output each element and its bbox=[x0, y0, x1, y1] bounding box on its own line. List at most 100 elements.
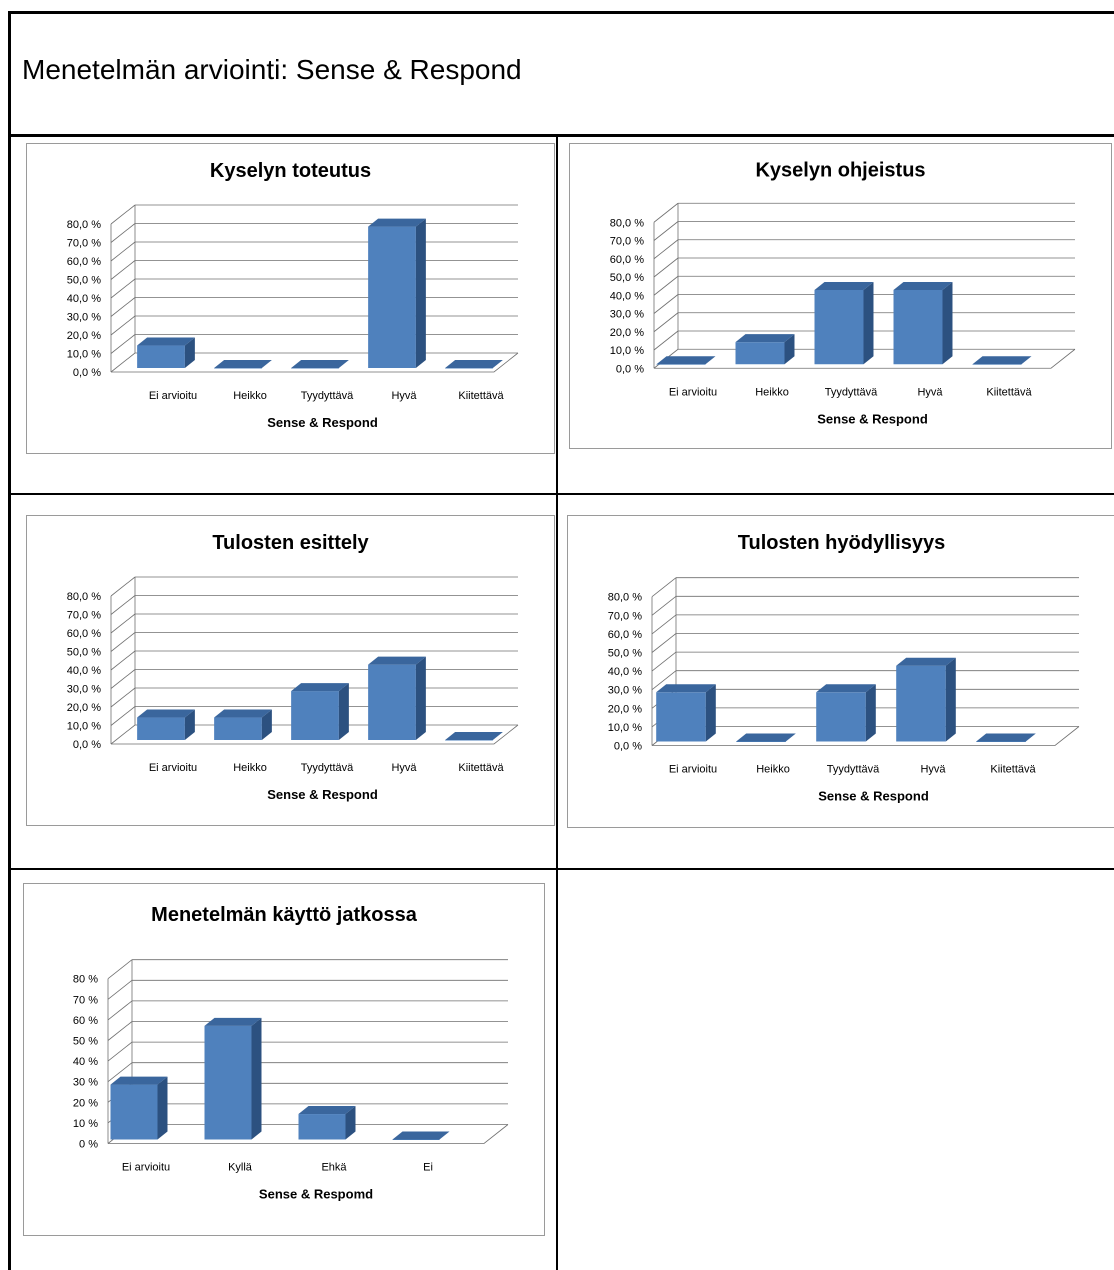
gridline-diagonal bbox=[110, 334, 136, 354]
bar-front bbox=[291, 368, 339, 369]
bar-front bbox=[392, 1139, 440, 1140]
y-tick-label: 70,0 % bbox=[67, 610, 101, 622]
y-tick-label: 30,0 % bbox=[67, 684, 101, 696]
x-tick-label: Tyydyttävä bbox=[825, 386, 878, 398]
bar-front bbox=[137, 345, 185, 368]
gridline-diagonal bbox=[110, 352, 136, 373]
bar-top bbox=[110, 1076, 168, 1085]
bar-front bbox=[816, 692, 866, 742]
bar-heikko bbox=[214, 709, 272, 740]
floor-outline bbox=[108, 1124, 509, 1144]
x-tick-label: Hyvä bbox=[920, 764, 946, 776]
x-tick-label: Heikko bbox=[233, 390, 267, 402]
gridline-diagonal bbox=[107, 1000, 133, 1021]
y-tick-label: 80,0 % bbox=[610, 217, 644, 229]
chart-title: Tulosten hyödyllisyys bbox=[738, 532, 945, 554]
bar-top bbox=[656, 356, 716, 365]
bar-front bbox=[814, 289, 864, 365]
y-tick-label: 80 % bbox=[73, 974, 98, 986]
chart-kyselyn-toteutus: Kyselyn toteutus 0,0 % 10,0 % 20,0 % 30,0 % 4… bbox=[26, 143, 555, 454]
y-tick-label: 30,0 % bbox=[67, 312, 101, 324]
bar-hyva bbox=[893, 281, 953, 365]
y-tick-label: 30,0 % bbox=[610, 309, 644, 321]
bar-side bbox=[184, 709, 195, 740]
y-tick-label: 0,0 % bbox=[73, 367, 101, 379]
bar-side bbox=[251, 1017, 262, 1140]
bar-side bbox=[784, 334, 795, 365]
y-tick-label: 10,0 % bbox=[608, 722, 642, 734]
chart-title: Tulosten esittely bbox=[212, 532, 369, 554]
x-tick-label: Ei arvioitu bbox=[669, 386, 717, 398]
gridline-diagonal bbox=[651, 614, 677, 635]
chart-svg: Tulosten esittely 0,0 % 10,0 % 20,0 % 30,0 %… bbox=[67, 532, 519, 802]
bar-top bbox=[735, 334, 795, 343]
gridline-diagonal bbox=[110, 724, 136, 745]
floor-outline bbox=[111, 352, 519, 373]
gridline-diagonal bbox=[651, 670, 677, 691]
bar-front bbox=[736, 741, 786, 742]
chart-menetelman-kaytto-jatkossa: Menetelmän käyttö jatkossa 0 % 10 % 20 % 30 … bbox=[23, 883, 545, 1236]
bar-side bbox=[705, 684, 716, 742]
x-tick-label: Ei arvioitu bbox=[669, 764, 717, 776]
table-divider-row2 bbox=[8, 868, 1114, 870]
bar-kiitettava bbox=[445, 732, 503, 741]
y-tick-label: 20,0 % bbox=[67, 330, 101, 342]
gridline-diagonal bbox=[653, 312, 679, 333]
y-tick-label: 20 % bbox=[73, 1097, 98, 1109]
y-tick-label: 0,0 % bbox=[614, 741, 642, 753]
y-tick-label: 10,0 % bbox=[67, 721, 101, 733]
page-title: Menetelmän arviointi: Sense & Respond bbox=[22, 54, 522, 85]
x-tick-label: Ei arvioitu bbox=[149, 390, 197, 402]
bar-top bbox=[976, 733, 1036, 742]
bar-top bbox=[972, 356, 1032, 365]
y-tick-label: 70,0 % bbox=[608, 610, 642, 622]
bar-heikko bbox=[214, 360, 272, 369]
x-tick-label: Tyydyttävä bbox=[301, 762, 354, 774]
bar-top bbox=[214, 360, 272, 368]
x-tick-label: Heikko bbox=[233, 762, 267, 774]
bar-top bbox=[368, 656, 426, 665]
bar-top bbox=[445, 732, 503, 740]
bar-front bbox=[110, 1084, 158, 1140]
x-tick-label: Kiitettävä bbox=[458, 390, 504, 402]
bar-tyydyttava bbox=[814, 281, 874, 365]
bar-ei-arvioitu bbox=[110, 1076, 168, 1140]
gridline-diagonal bbox=[651, 651, 677, 672]
gridline-diagonal bbox=[110, 687, 136, 708]
gridline-diagonal bbox=[110, 241, 136, 262]
gridline-diagonal bbox=[110, 613, 136, 634]
y-tick-label: 20,0 % bbox=[610, 327, 644, 339]
chart-title: Kyselyn ohjeistus bbox=[755, 160, 925, 182]
y-tick-label: 40 % bbox=[73, 1056, 98, 1068]
gridline-diagonal bbox=[110, 204, 136, 225]
y-tick-label: 80,0 % bbox=[67, 591, 101, 603]
bar-top bbox=[392, 1131, 450, 1140]
x-tick-label: Kiitettävä bbox=[986, 386, 1032, 398]
bar-tyydyttava bbox=[291, 360, 349, 369]
gridline-diagonal bbox=[110, 632, 136, 652]
bar-tyydyttava bbox=[816, 684, 876, 742]
y-tick-label: 80,0 % bbox=[67, 219, 101, 231]
y-tick-label: 30,0 % bbox=[608, 685, 642, 697]
bar-top bbox=[896, 657, 956, 666]
x-tick-label: Hyvä bbox=[391, 390, 417, 402]
bar-front bbox=[976, 741, 1026, 742]
bar-kiitettava bbox=[445, 360, 503, 369]
floor-outline bbox=[111, 724, 519, 745]
gridline-diagonal bbox=[651, 577, 677, 598]
bar-side bbox=[157, 1076, 168, 1140]
y-tick-label: 60,0 % bbox=[67, 628, 101, 640]
bar-kiitettava bbox=[972, 356, 1032, 365]
bar-side bbox=[865, 684, 876, 742]
table-divider-column bbox=[556, 136, 558, 1270]
y-tick-label: 80,0 % bbox=[608, 592, 642, 604]
bar-ei-arvioitu bbox=[137, 337, 195, 368]
y-tick-label: 50,0 % bbox=[67, 647, 101, 659]
bar-top bbox=[656, 684, 716, 693]
bar-hyva bbox=[896, 657, 956, 742]
y-tick-label: 70,0 % bbox=[610, 236, 644, 248]
bar-front bbox=[893, 289, 943, 365]
bar-front bbox=[445, 368, 493, 369]
y-tick-label: 0,0 % bbox=[73, 739, 101, 751]
bar-front bbox=[445, 740, 493, 741]
